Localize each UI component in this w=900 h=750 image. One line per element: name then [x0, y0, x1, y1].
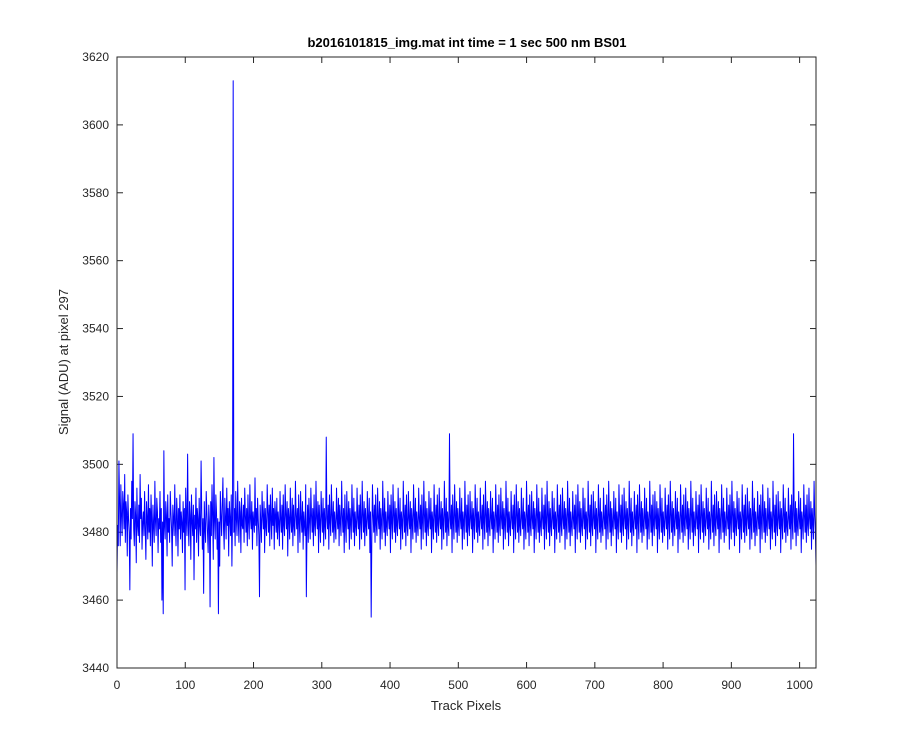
x-tick-label: 300 — [312, 678, 332, 692]
y-axis-label: Signal (ADU) at pixel 297 — [56, 289, 71, 435]
x-tick-label: 0 — [114, 678, 121, 692]
x-tick-label: 400 — [380, 678, 400, 692]
y-axis: 3440 3460 3480 3500 3520 3540 3560 3580 3600 3620 — [82, 50, 816, 675]
y-tick-label: 3460 — [82, 593, 109, 607]
x-tick-label: 1000 — [786, 678, 813, 692]
y-tick-label: 3520 — [82, 389, 109, 403]
x-tick-label: 600 — [517, 678, 537, 692]
x-tick-label: 100 — [175, 678, 195, 692]
y-tick-label: 3540 — [82, 322, 109, 336]
x-tick-label: 800 — [653, 678, 673, 692]
y-tick-label: 3440 — [82, 661, 109, 675]
x-tick-label: 500 — [448, 678, 468, 692]
y-tick-label: 3560 — [82, 254, 109, 268]
x-tick-label: 900 — [721, 678, 741, 692]
y-tick-label: 3580 — [82, 186, 109, 200]
chart-title: b2016101815_img.mat int time = 1 sec 500… — [307, 35, 626, 50]
plot-area — [117, 57, 816, 668]
y-tick-label: 3600 — [82, 118, 109, 132]
x-axis-label: Track Pixels — [431, 698, 502, 713]
y-tick-label: 3480 — [82, 525, 109, 539]
x-axis: 0 100 200 300 400 500 600 700 800 900 1000 — [114, 57, 813, 692]
y-tick-label: 3620 — [82, 50, 109, 64]
y-tick-label: 3500 — [82, 457, 109, 471]
x-tick-label: 700 — [585, 678, 605, 692]
plot-frame — [116, 56, 817, 669]
signal-series-line — [116, 80, 817, 618]
x-tick-label: 200 — [244, 678, 264, 692]
